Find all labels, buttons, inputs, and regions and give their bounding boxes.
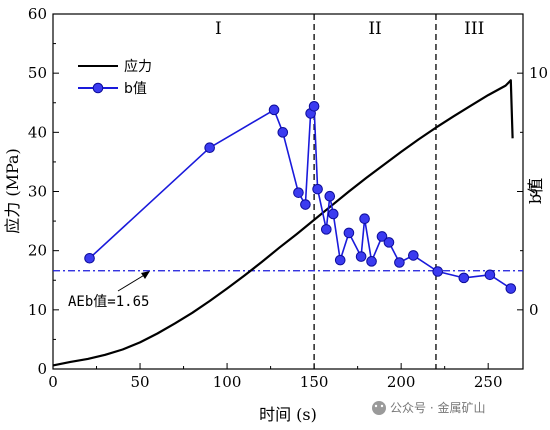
b-value-point xyxy=(277,127,289,138)
right-y-tick-label-10: 10 xyxy=(529,64,548,82)
b-value-point xyxy=(432,266,444,277)
left-y-tick-label-40: 40 xyxy=(28,123,47,141)
stress-line xyxy=(52,79,514,367)
b-value-point xyxy=(505,283,517,294)
b-value-point xyxy=(293,187,304,198)
x-axis-ticks: 0 50 100 150 200 250 xyxy=(48,363,503,391)
legend-b-label: b值 xyxy=(124,81,147,97)
b-value-point xyxy=(324,190,336,202)
b-value-point xyxy=(334,254,346,266)
b-value-point xyxy=(84,252,95,264)
left-y-tick-label-30: 30 xyxy=(28,183,47,201)
watermark: 公众号 · 金属矿山 xyxy=(372,400,485,415)
left-y-axis-title: 应力 (MPa) xyxy=(3,148,22,234)
right-y-axis-title: b值 xyxy=(526,178,545,204)
b-value-point xyxy=(300,199,311,210)
x-tick-label-0: 0 xyxy=(48,373,58,391)
b-value-point xyxy=(376,231,388,242)
x-tick-label-200: 200 xyxy=(387,373,416,391)
legend: 应力 b值 xyxy=(78,58,152,97)
x-tick-label-150: 150 xyxy=(300,373,329,391)
b-value-point xyxy=(458,272,470,284)
annotation-arrowhead-icon xyxy=(141,271,150,279)
b-value-series xyxy=(84,101,517,294)
legend-stress-label: 应力 xyxy=(124,58,152,75)
left-y-tick-label-10: 10 xyxy=(28,301,47,319)
b-value-point xyxy=(204,142,215,154)
b-value-point xyxy=(359,213,370,225)
b-value-point xyxy=(484,269,496,281)
left-y-tick-label-60: 60 xyxy=(28,5,47,23)
b-value-point xyxy=(327,208,339,220)
wechat-icon xyxy=(372,401,386,415)
legend-b-marker xyxy=(92,82,104,94)
b-value-point xyxy=(268,104,280,116)
stress-series xyxy=(52,79,514,367)
left-y-tick-label-20: 20 xyxy=(28,242,47,260)
b-value-point xyxy=(408,250,419,261)
left-y-tick-label-50: 50 xyxy=(28,64,47,82)
stage-label-1: I xyxy=(215,19,222,39)
b-value-point xyxy=(394,257,405,268)
left-y-tick-label-0: 0 xyxy=(37,360,47,378)
right-y-tick-label-0: 0 xyxy=(529,301,539,319)
x-tick-label-250: 250 xyxy=(474,373,503,391)
stage-boundary-lines xyxy=(313,14,437,369)
b-value-point xyxy=(343,227,355,239)
right-y-tick-label-5: 5 xyxy=(529,183,539,201)
stage-labels: I II III xyxy=(215,19,484,39)
stage-label-3: III xyxy=(464,19,484,39)
reference-annotation: AEb值=1.65 xyxy=(68,271,150,310)
b-value-point xyxy=(383,237,395,248)
b-value-point xyxy=(355,251,367,262)
right-y-axis-ticks: 0 5 10 xyxy=(517,13,548,370)
reference-line-label: AEb值=1.65 xyxy=(68,294,149,310)
x-axis-title: 时间 (s) xyxy=(259,405,317,424)
watermark-text: 公众号 · 金属矿山 xyxy=(390,400,485,415)
b-value-point xyxy=(366,256,377,267)
b-value-point xyxy=(312,183,323,195)
stage-label-2: II xyxy=(368,19,381,39)
b-value-point xyxy=(308,101,320,112)
b-value-point xyxy=(320,224,332,235)
left-y-axis-ticks: 0 10 20 30 40 50 60 xyxy=(28,5,59,378)
x-tick-label-50: 50 xyxy=(130,373,149,391)
x-tick-label-100: 100 xyxy=(213,373,242,391)
annotation-arrow-shaft xyxy=(117,273,147,292)
